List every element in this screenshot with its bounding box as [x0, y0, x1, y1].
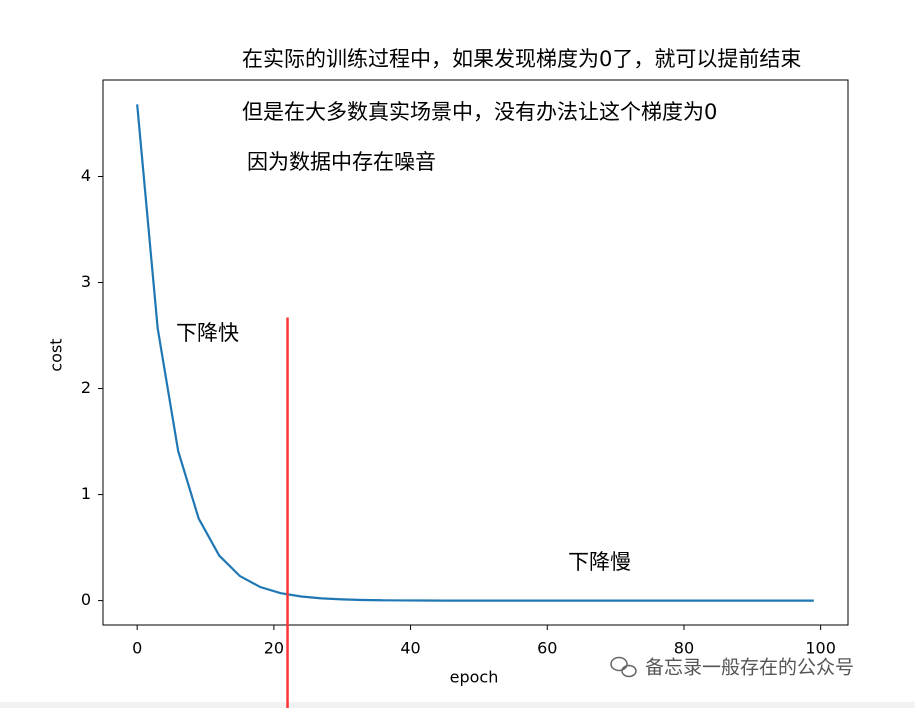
x-tick-label: 20 — [264, 639, 284, 658]
y-tick-label: 4 — [81, 166, 91, 185]
bottom-strip — [0, 702, 915, 708]
x-tick-label: 60 — [537, 639, 557, 658]
x-tick-label: 100 — [805, 639, 836, 658]
y-axis-label: cost — [47, 338, 66, 371]
watermark: 备忘录一般存在的公众号 — [645, 657, 854, 679]
region-label: 下降慢 — [568, 550, 631, 574]
x-tick-label: 80 — [674, 639, 694, 658]
data-line — [136, 104, 814, 602]
plot-frame — [102, 79, 849, 626]
annotation: 但是在大多数真实场景中，没有办法让这个梯度为0 — [242, 100, 717, 124]
y-tick-label: 3 — [81, 272, 91, 291]
y-tick-label: 2 — [81, 378, 91, 397]
x-tick-label: 0 — [132, 639, 142, 658]
region-label: 下降快 — [176, 321, 239, 345]
y-tick-label: 0 — [81, 590, 91, 609]
annotation: 在实际的训练过程中，如果发现梯度为0了，就可以提前结束 — [242, 47, 801, 71]
annotation: 因为数据中存在噪音 — [247, 150, 436, 174]
x-tick-label: 40 — [400, 639, 420, 658]
wechat-icon — [610, 656, 637, 678]
x-axis-label: epoch — [450, 668, 499, 687]
y-tick-label: 1 — [81, 484, 91, 503]
